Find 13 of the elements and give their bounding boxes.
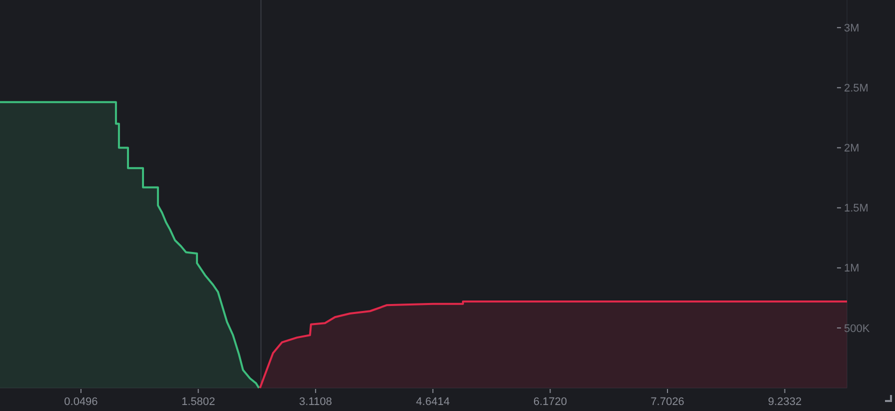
x-tick-label: 3.1108 xyxy=(299,396,332,408)
x-tick-label: 9.2332 xyxy=(768,396,802,408)
x-tick-label: 1.5802 xyxy=(181,396,216,408)
y-tick-label: 500K xyxy=(844,322,870,335)
y-tick-label: 1M xyxy=(844,262,860,275)
y-tick-label: 1.5M xyxy=(844,202,868,215)
x-tick-label: 4.6414 xyxy=(416,396,450,408)
x-tick-label: 7.7026 xyxy=(650,396,684,408)
y-tick-label: 2.5M xyxy=(844,82,868,95)
x-tick-label: 0.0496 xyxy=(64,396,98,408)
y-tick-label: 2M xyxy=(844,142,860,155)
x-tick-label: 6.1720 xyxy=(533,396,568,408)
y-tick-label: 3M xyxy=(844,22,860,34)
